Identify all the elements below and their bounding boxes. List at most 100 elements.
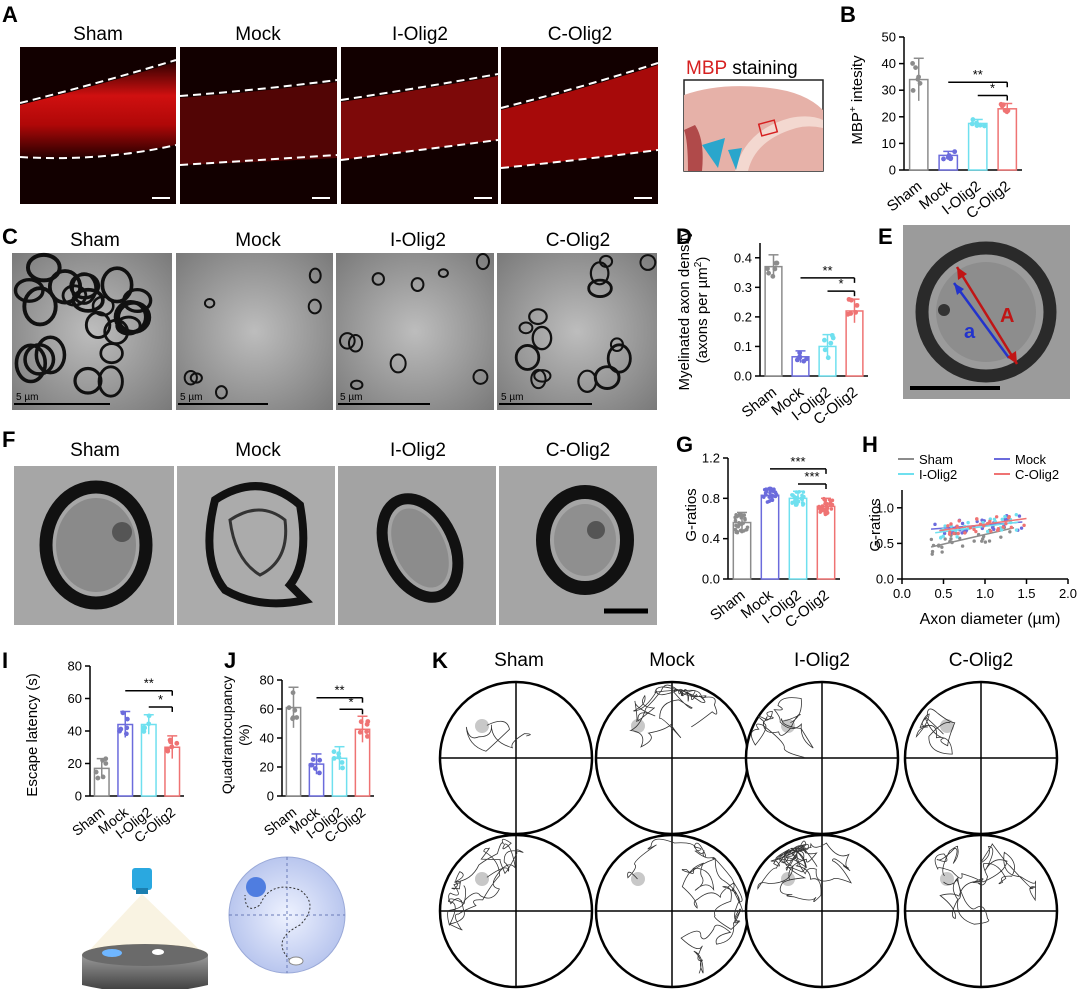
chart-d-ylabel-line1: Myelinated axon density: [676, 229, 693, 390]
em-image-mock: [176, 253, 333, 410]
panel-k-title-colig2: C-Olig2: [949, 650, 1013, 671]
scatter-point: [992, 527, 996, 532]
panel-letter-f: F: [2, 427, 15, 452]
data-point: [312, 766, 318, 771]
scatter-point: [1022, 523, 1026, 528]
panel-f-images: [14, 466, 657, 625]
chart-b-ylabel-prefix: MBP: [849, 112, 866, 145]
scatter-point: [960, 544, 965, 548]
myelin-ring: [609, 337, 624, 352]
scatter-point: [986, 529, 990, 534]
data-point: [825, 355, 831, 361]
data-point: [286, 705, 292, 711]
scatter-point: [1017, 514, 1022, 518]
y-tick-label: 60: [68, 691, 82, 706]
data-point: [793, 501, 798, 505]
data-point: [974, 123, 980, 128]
data-point: [828, 340, 834, 346]
chart-b-ylabel-suffix: intesity: [849, 55, 866, 106]
swim-path: [915, 708, 956, 755]
panel-c-title-iolig2: I-Olig2: [390, 230, 446, 251]
scatter-point: [972, 539, 976, 543]
data-point: [310, 757, 316, 762]
scatter-point: [949, 537, 953, 541]
data-point: [817, 504, 821, 509]
panel-k-titles: Sham Mock I-Olig2 C-Olig2: [494, 650, 1013, 671]
y-tick-label: 0.5: [876, 536, 894, 551]
panel-letter-e: E: [878, 224, 893, 249]
platform-marker: [475, 872, 489, 886]
data-point: [790, 500, 795, 505]
scatter-point: [940, 550, 944, 554]
scatter-point: [1014, 528, 1019, 532]
panel-letter-h: H: [862, 432, 878, 457]
data-point: [365, 733, 370, 739]
myelin-ring: [122, 287, 153, 314]
scatter-point: [975, 517, 979, 521]
panel-k-arenas: [438, 680, 1059, 989]
myelin-ring: [338, 332, 356, 350]
data-point: [100, 774, 106, 780]
swim-path: [447, 838, 524, 931]
myelin-ring: [23, 343, 56, 376]
em-image-colig2: [497, 253, 657, 410]
data-point: [793, 498, 797, 503]
data-point: [734, 529, 739, 534]
scale-label-c-mock: 5 µm: [180, 392, 202, 403]
scatter-point: [933, 522, 937, 527]
significance-label: **: [144, 676, 154, 691]
data-point: [797, 350, 803, 356]
data-point: [982, 123, 987, 129]
legend-mock: Mock: [1015, 452, 1047, 467]
data-point: [364, 729, 370, 734]
scatter-point: [994, 515, 999, 519]
data-point: [773, 260, 779, 266]
myelin-ring: [475, 253, 490, 271]
data-point: [290, 690, 296, 696]
fit-line-sham: [930, 527, 1015, 548]
scatter-point: [999, 528, 1004, 532]
data-point: [910, 88, 916, 93]
swim-path: [750, 697, 814, 758]
chart-b-ylabel: MBP+ intesity: [848, 55, 866, 145]
significance-label: *: [158, 692, 163, 707]
swim-path: [757, 840, 852, 902]
panel-a-title-iolig2: I-Olig2: [392, 24, 448, 45]
outer-diameter-label: A: [1000, 305, 1014, 327]
data-point: [364, 721, 370, 727]
platform-marker: [940, 719, 954, 733]
scatter-point: [980, 539, 984, 543]
significance-label: *: [990, 81, 995, 96]
significance-label: ***: [804, 469, 819, 484]
data-point: [822, 347, 828, 353]
data-point: [739, 522, 744, 527]
panel-c-images: 5 µm 5 µm 5 µm 5 µm: [12, 252, 657, 410]
data-point: [317, 770, 322, 776]
data-point: [1004, 109, 1010, 115]
data-point: [801, 358, 807, 364]
data-point: [913, 65, 918, 70]
data-point: [331, 755, 337, 761]
data-point: [969, 121, 975, 127]
myelin-ring: [34, 335, 67, 375]
y-tick-label: 0.4: [702, 531, 720, 546]
y-tick-label: 80: [260, 673, 274, 688]
bar-i-olig2: [967, 122, 988, 171]
data-point: [146, 713, 152, 719]
myelin-ring: [606, 343, 632, 374]
chart-i-ylabel: Escape latency (s): [24, 673, 41, 796]
myelin-ring: [71, 287, 105, 313]
panel-letter-g: G: [676, 432, 693, 457]
myelin-ring: [25, 252, 62, 283]
fit-line-c-olig2: [939, 517, 1027, 532]
y-tick-label: 0: [267, 789, 274, 804]
legend-sham: Sham: [919, 452, 953, 467]
data-point: [118, 726, 124, 732]
data-point: [910, 61, 915, 66]
panel-f-title-iolig2: I-Olig2: [390, 440, 446, 461]
chart-j-ylabel-line1: Quadrantocupancy: [219, 676, 235, 794]
platform-marker: [940, 872, 954, 886]
panel-f-title-colig2: C-Olig2: [546, 440, 610, 461]
data-point: [828, 502, 833, 507]
scatter-point: [1000, 517, 1004, 522]
